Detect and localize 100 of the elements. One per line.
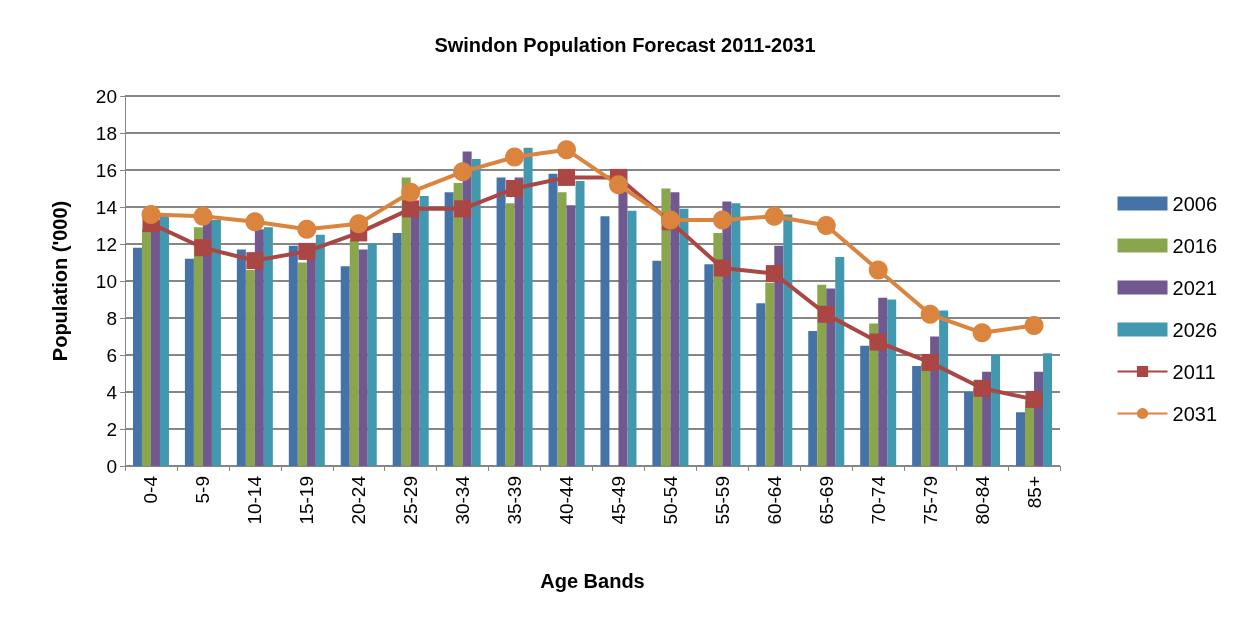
x-tick-label: 70-74: [867, 475, 889, 525]
bar: [826, 288, 836, 466]
bar: [184, 258, 194, 466]
point: [972, 323, 992, 343]
bar: [496, 177, 506, 466]
bar: [245, 269, 255, 466]
y-tick-label: 6: [106, 344, 117, 366]
x-axis-title: Age Bands: [540, 570, 645, 592]
bar: [263, 227, 273, 466]
y-tick-label: 0: [106, 455, 117, 477]
legend-label: 2011: [1172, 360, 1216, 383]
bar: [514, 177, 524, 466]
point: [246, 252, 264, 270]
bar: [627, 210, 637, 466]
point: [141, 204, 161, 224]
bar: [340, 266, 350, 466]
bar: [860, 345, 870, 466]
x-tick-label: 30-34: [452, 475, 474, 525]
y-tick-label: 20: [95, 85, 117, 107]
y-tick-label: 18: [95, 122, 117, 144]
point: [298, 242, 316, 260]
bar: [453, 182, 463, 466]
bar: [410, 210, 420, 466]
x-tick-label: 15-19: [296, 476, 318, 525]
point: [816, 216, 836, 235]
bar: [349, 240, 359, 466]
point: [765, 265, 783, 283]
bar: [991, 355, 1001, 466]
bar: [713, 232, 723, 466]
point: [817, 305, 835, 323]
y-tick-label: 14: [95, 196, 118, 218]
x-tick-label: 65-69: [815, 476, 837, 525]
y-axis-title: Population ('000): [49, 200, 71, 362]
bar: [288, 245, 298, 466]
bar: [973, 388, 983, 466]
point: [921, 353, 939, 371]
bar: [670, 192, 680, 466]
bar: [731, 203, 741, 466]
point: [973, 379, 991, 397]
bar: [1043, 353, 1053, 466]
x-tick-label: 20-24: [348, 475, 370, 525]
bar: [1016, 412, 1026, 466]
legend-label: 2006: [1172, 192, 1218, 215]
bar: [367, 244, 377, 466]
bar: [548, 173, 558, 466]
y-tick-label: 10: [95, 270, 117, 292]
point: [608, 175, 628, 195]
point: [505, 147, 525, 167]
point: [869, 333, 887, 351]
bar: [774, 245, 784, 466]
chart-title: Swindon Population Forecast 2011-2031: [434, 34, 816, 56]
point: [868, 260, 888, 280]
bar: [566, 205, 576, 466]
point: [558, 168, 576, 186]
point: [245, 212, 265, 232]
bar: [817, 284, 827, 466]
bar: [679, 208, 689, 466]
point: [402, 200, 420, 218]
bar: [756, 303, 766, 466]
point: [297, 219, 317, 239]
bar: [419, 195, 429, 466]
bar: [358, 249, 368, 466]
y-tick-label: 12: [95, 233, 117, 255]
x-tick-label: 55-59: [711, 476, 733, 525]
point: [920, 304, 940, 324]
point: [712, 210, 732, 230]
bar: [193, 227, 203, 466]
x-tick-label: 85+: [1023, 476, 1045, 509]
y-tick-label: 4: [106, 381, 118, 403]
bar: [297, 262, 307, 466]
bar: [887, 299, 897, 466]
point: [194, 239, 212, 257]
x-tick-label: 60-64: [763, 475, 785, 525]
bar: [211, 219, 221, 466]
bar: [471, 158, 481, 466]
point: [454, 200, 472, 218]
bar: [254, 229, 264, 466]
point: [713, 259, 731, 277]
bar: [444, 192, 454, 466]
point: [349, 214, 369, 234]
bar: [661, 188, 671, 466]
y-tick-label: 8: [106, 307, 117, 329]
point: [506, 180, 524, 197]
bar: [704, 264, 714, 466]
bar: [808, 330, 818, 466]
bar: [921, 364, 931, 466]
legend-label: 2016: [1172, 234, 1218, 257]
bar: [462, 151, 472, 466]
bar: [315, 234, 325, 466]
bar: [964, 392, 974, 466]
y-tick-label: 16: [95, 159, 117, 181]
point: [193, 206, 213, 226]
bar: [557, 192, 567, 466]
bar: [306, 244, 316, 466]
point: [557, 140, 577, 160]
point: [1025, 390, 1043, 408]
bar: [150, 219, 160, 466]
y-tick-label: 2: [106, 418, 117, 440]
bar: [835, 256, 845, 466]
x-tick-label: 5-9: [192, 476, 214, 504]
